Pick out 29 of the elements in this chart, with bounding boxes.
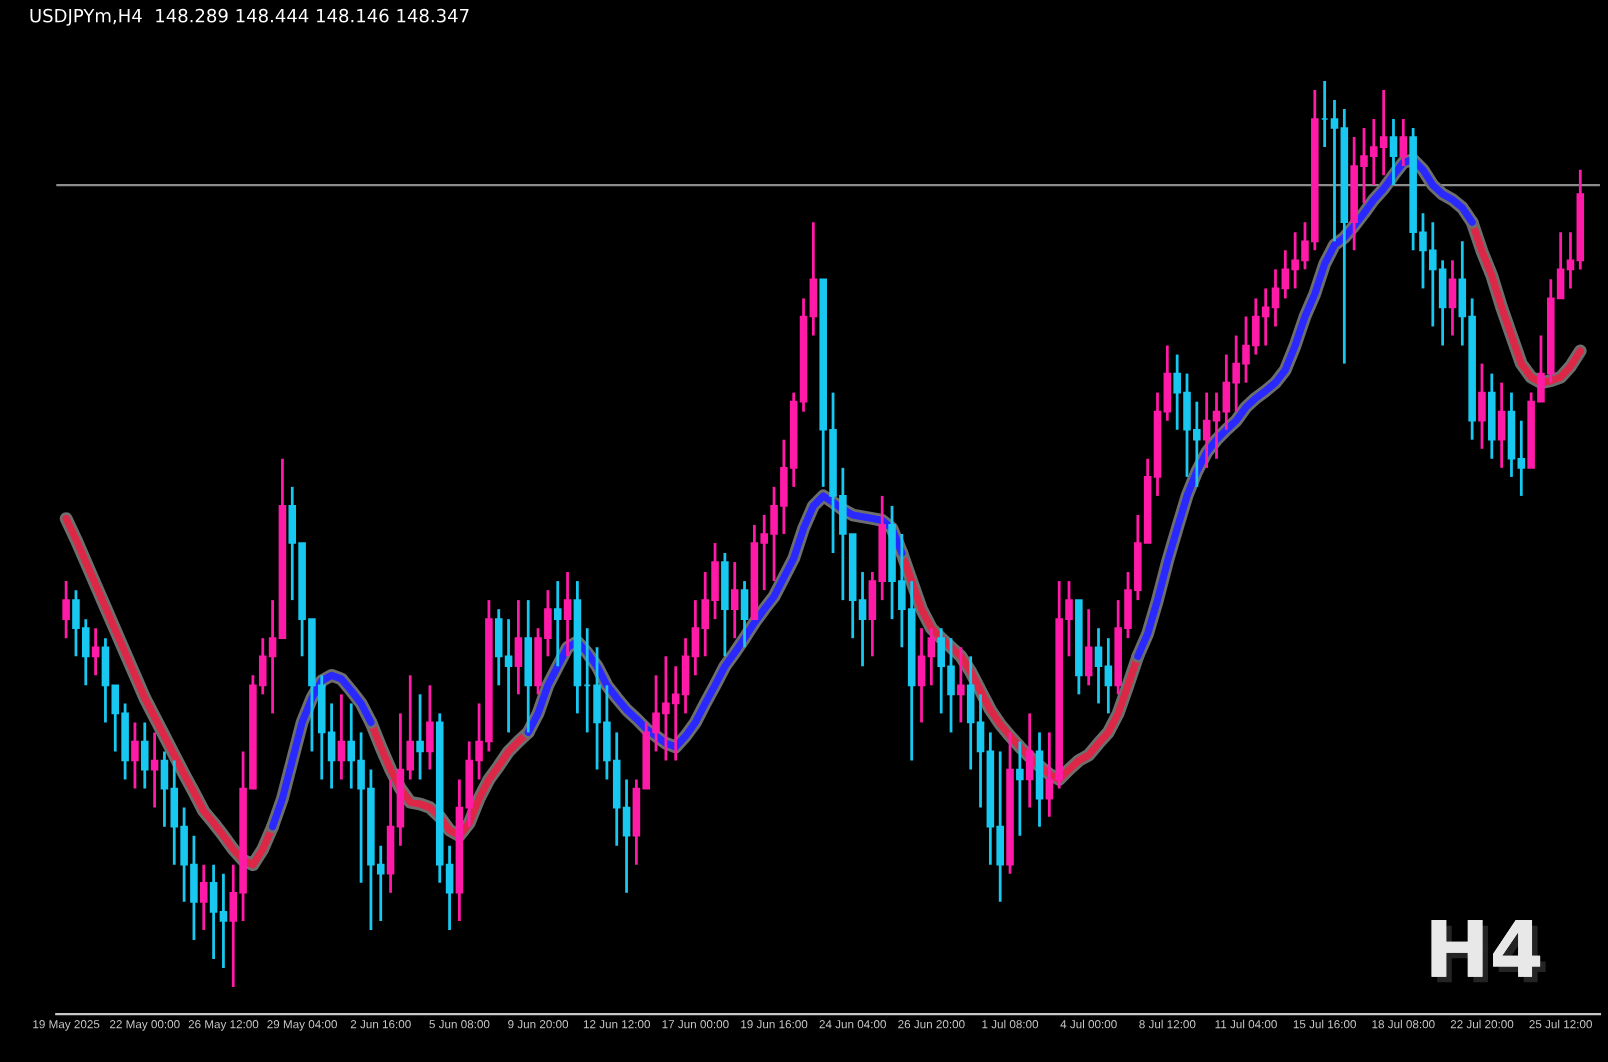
candlestick xyxy=(1389,117,1398,187)
candlestick xyxy=(730,560,739,640)
candlestick xyxy=(1016,740,1024,838)
candlestick xyxy=(131,721,139,790)
candlestick xyxy=(1448,258,1457,337)
candlestick xyxy=(740,579,749,649)
candlestick xyxy=(524,598,533,734)
candlestick xyxy=(1488,372,1496,461)
candlestick xyxy=(1478,362,1486,451)
candlestick xyxy=(1035,731,1044,829)
candlestick xyxy=(1025,711,1034,810)
candlestick xyxy=(553,579,562,668)
candlestick xyxy=(337,692,346,781)
candlestick xyxy=(140,721,149,790)
chart-title: USDJPYm,H4 148.289 148.444 148.146 148.347 xyxy=(30,8,469,26)
candlestick xyxy=(150,731,159,810)
candlestick xyxy=(563,570,572,658)
candlestick xyxy=(199,863,208,932)
candlestick xyxy=(1399,117,1408,168)
candlestick xyxy=(721,551,729,658)
candlestick xyxy=(1084,607,1093,687)
annotation: H4 xyxy=(1431,920,1546,983)
candlestick xyxy=(426,683,434,771)
candlestick xyxy=(1497,381,1506,470)
candlestick xyxy=(957,645,965,724)
candlestick xyxy=(62,579,70,640)
candlestick xyxy=(514,598,523,696)
candlestick xyxy=(416,692,424,781)
candlestick xyxy=(91,626,100,677)
